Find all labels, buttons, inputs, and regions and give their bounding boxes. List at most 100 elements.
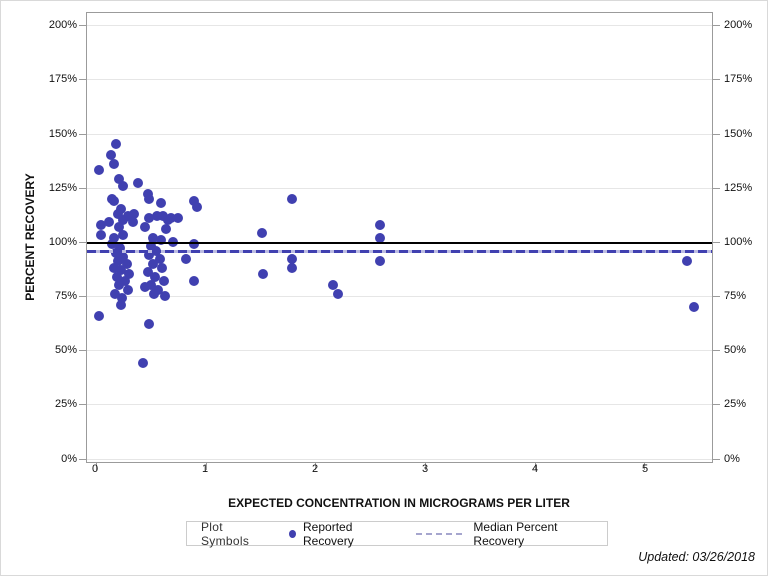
- y-tick-left: [79, 79, 87, 81]
- data-point: [143, 319, 154, 330]
- y-tick-left: [79, 25, 87, 27]
- data-point: [109, 288, 120, 299]
- data-point: [112, 256, 123, 267]
- x-tick-label: 0: [91, 463, 99, 475]
- data-point: [161, 223, 172, 234]
- gridline: [87, 458, 712, 460]
- x-tick: [644, 462, 646, 470]
- data-point: [188, 275, 199, 286]
- y-tick-left: [79, 133, 87, 135]
- y-tick-label-left: 200%: [48, 19, 77, 32]
- data-point: [327, 280, 338, 291]
- data-point: [333, 288, 344, 299]
- y-tick-label-right: 25%: [724, 398, 747, 411]
- data-point: [104, 217, 115, 228]
- y-tick-label-right: 0%: [724, 452, 740, 465]
- data-point: [108, 262, 119, 273]
- data-point: [156, 262, 167, 273]
- data-point: [688, 301, 699, 312]
- data-point: [132, 178, 143, 189]
- data-point: [138, 358, 149, 369]
- y-tick-label-left: 0%: [61, 452, 77, 465]
- data-point: [142, 267, 153, 278]
- data-point: [173, 213, 184, 224]
- y-tick-label-left: 125%: [48, 181, 77, 194]
- data-point: [157, 210, 168, 221]
- data-point: [117, 293, 128, 304]
- y-tick-right: [712, 404, 720, 406]
- data-point: [287, 254, 298, 265]
- data-point: [129, 208, 140, 219]
- gridline: [87, 25, 712, 27]
- y-tick-label-right: 175%: [724, 73, 753, 86]
- data-point: [118, 215, 129, 226]
- data-point: [116, 265, 127, 276]
- data-point: [287, 193, 298, 204]
- data-point: [118, 230, 129, 241]
- plot-area: 0% 0% 25% 25% 50% 50% 75% 75% 100% 100% 125% 125% 15…: [49, 12, 752, 470]
- y-tick-label-right: 200%: [724, 19, 753, 32]
- data-point: [108, 158, 119, 169]
- y-tick-right: [712, 241, 720, 243]
- x-tick: [205, 462, 207, 470]
- x-tick: [95, 462, 97, 470]
- y-tick-label-right: 75%: [724, 290, 747, 303]
- y-tick-right: [712, 133, 720, 135]
- data-point: [143, 213, 154, 224]
- data-point: [145, 241, 156, 252]
- data-point: [155, 234, 166, 245]
- median-percent-recovery-line: [87, 249, 712, 253]
- x-tick-label: 4: [531, 463, 539, 475]
- data-point: [180, 254, 191, 265]
- updated-note: Updated: 03/26/2018: [638, 550, 755, 564]
- y-tick-label-right: 150%: [724, 127, 753, 140]
- x-tick: [424, 462, 426, 470]
- data-point: [116, 299, 127, 310]
- y-tick-label-left: 75%: [54, 290, 77, 303]
- data-point: [107, 193, 118, 204]
- data-point: [257, 269, 268, 280]
- legend: Plot Symbols Reported Recovery Median Pe…: [186, 519, 608, 548]
- y-tick-left: [79, 241, 87, 243]
- data-point: [145, 280, 156, 291]
- y-tick-right: [712, 350, 720, 352]
- data-point: [152, 210, 163, 221]
- y-tick-label-right: 50%: [724, 344, 747, 357]
- x-tick-label: 1: [201, 463, 209, 475]
- gridline: [87, 187, 712, 189]
- data-point: [287, 262, 298, 273]
- data-point: [96, 230, 107, 241]
- legend-item-reported-recovery: Reported Recovery: [289, 520, 392, 548]
- legend-item-median-recovery: Median Percent Recovery: [416, 520, 593, 548]
- data-point: [107, 239, 118, 250]
- x-tick-label: 5: [641, 463, 649, 475]
- gridline: [87, 350, 712, 352]
- dashed-line-icon: [416, 532, 467, 535]
- y-tick-right: [712, 458, 720, 460]
- data-point: [106, 150, 117, 161]
- data-point: [188, 239, 199, 250]
- y-tick-label-left: 175%: [48, 73, 77, 86]
- y-tick-label-left: 25%: [54, 398, 77, 411]
- data-point: [115, 243, 126, 254]
- legend-label-reported-recovery: Reported Recovery: [303, 519, 354, 548]
- data-point: [118, 252, 129, 263]
- x-axis-title: EXPECTED CONCENTRATION IN MICROGRAMS PER…: [228, 496, 570, 510]
- y-tick-left: [79, 350, 87, 352]
- y-tick-left: [79, 404, 87, 406]
- data-point: [128, 217, 139, 228]
- data-point: [160, 291, 171, 302]
- data-point: [94, 310, 105, 321]
- data-point: [682, 256, 692, 267]
- legend-title: Plot Symbols: [201, 519, 250, 548]
- data-point: [165, 213, 176, 224]
- data-point: [114, 174, 125, 185]
- data-point: [148, 258, 158, 269]
- data-point: [114, 221, 125, 232]
- data-point: [143, 249, 154, 260]
- y-tick-label-right: 125%: [724, 181, 753, 194]
- y-tick-label-right: 100%: [724, 235, 753, 248]
- gridline: [87, 404, 712, 406]
- data-point: [118, 180, 129, 191]
